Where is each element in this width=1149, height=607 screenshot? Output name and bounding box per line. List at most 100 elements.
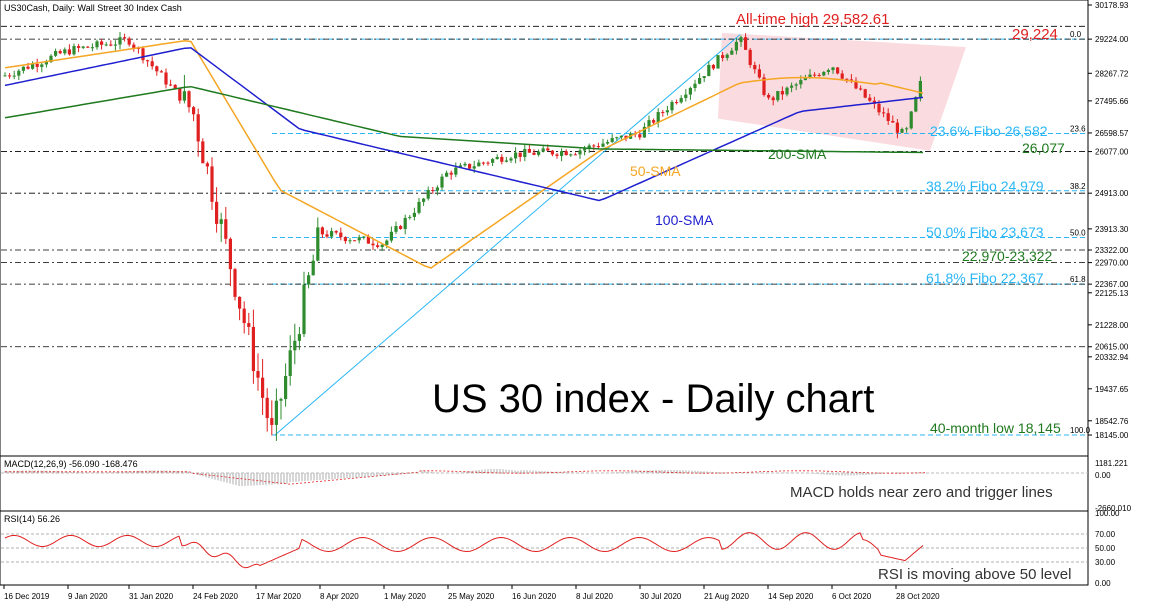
rsi-plot xyxy=(1,532,1088,569)
x-tick-label: 16 Jun 2020 xyxy=(512,592,557,601)
macd-y-tick-label: 1181.221 xyxy=(1095,459,1128,468)
y-tick-label: 24913.00 xyxy=(1095,189,1129,198)
candle-body xyxy=(647,120,651,127)
candle-body xyxy=(233,269,237,297)
x-tick-label: 1 May 2020 xyxy=(384,592,426,601)
candle-body xyxy=(541,148,545,152)
x-tick-label: 25 May 2020 xyxy=(448,592,495,601)
fibo-trendline xyxy=(274,34,741,436)
candle-body xyxy=(891,120,895,123)
candle-body xyxy=(132,44,136,48)
candle-body xyxy=(776,91,780,101)
candle-body xyxy=(702,76,706,78)
sma-100-line xyxy=(4,47,924,202)
candle-body xyxy=(353,240,357,242)
candle-body xyxy=(109,44,113,46)
candle-body xyxy=(491,159,495,163)
macd-annotation: MACD holds near zero and trigger lines xyxy=(790,484,1053,501)
annotation-label: 50.0% Fibo 23,673 xyxy=(926,224,1044,240)
candle-body xyxy=(403,217,407,229)
candle-body xyxy=(201,141,205,164)
candle-body xyxy=(320,227,324,235)
candle-body xyxy=(808,74,812,79)
candle-body xyxy=(615,137,619,139)
candle-body xyxy=(297,334,301,341)
rsi-y-tick-label: 100.00 xyxy=(1095,509,1120,518)
x-tick-label: 16 Dec 2019 xyxy=(4,592,50,601)
candle-body xyxy=(173,84,177,89)
y-tick-label: 26598.57 xyxy=(1095,129,1129,138)
y-tick-label: 28267.72 xyxy=(1095,69,1129,78)
candle-body xyxy=(435,187,439,191)
candle-body xyxy=(399,226,403,229)
bearish-channel xyxy=(718,32,966,151)
candle-body xyxy=(394,226,398,232)
sma-200-line xyxy=(4,85,924,154)
candle-body xyxy=(486,162,490,164)
rsi-y-tick-label: 70.00 xyxy=(1095,530,1116,539)
fibo-ratio-label: 50.0 xyxy=(1070,228,1086,237)
candle-body xyxy=(688,87,692,95)
candle-body xyxy=(454,167,458,175)
y-tick-label: 26077.00 xyxy=(1095,148,1129,157)
candle-body xyxy=(882,112,886,114)
candle-body xyxy=(905,128,909,130)
candle-body xyxy=(3,75,7,77)
y-tick-label: 22367.00 xyxy=(1095,280,1129,289)
candle-body xyxy=(698,77,702,84)
candle-body xyxy=(725,54,729,58)
candle-body xyxy=(799,80,803,85)
candle-body xyxy=(716,55,720,69)
candle-body xyxy=(417,201,421,213)
candle-body xyxy=(684,94,688,99)
candle-body xyxy=(624,135,628,139)
candle-body xyxy=(422,198,426,202)
candle-body xyxy=(40,64,44,67)
candle-body xyxy=(877,103,881,113)
x-tick-label: 24 Feb 2020 xyxy=(193,592,238,601)
candle-body xyxy=(445,172,449,177)
candle-body xyxy=(127,38,131,45)
candle-body xyxy=(67,49,71,55)
candle-body xyxy=(284,375,288,400)
candle-body xyxy=(21,66,25,71)
sma-50-line xyxy=(4,39,924,269)
candle-body xyxy=(509,158,513,161)
macd-y-tick-label: 0.00 xyxy=(1095,471,1111,480)
candle-body xyxy=(228,238,232,270)
candle-body xyxy=(900,129,904,133)
candle-body xyxy=(813,74,817,76)
candle-body xyxy=(495,156,499,160)
annotation-label: 40-month low 18,145 xyxy=(930,420,1061,436)
fibo-ratio-label: 61.8 xyxy=(1070,275,1086,284)
annotation-label: All-time high 29,582.61 xyxy=(736,11,889,28)
candle-body xyxy=(371,243,375,246)
candle-body xyxy=(550,150,554,155)
candle-body xyxy=(77,46,81,48)
candle-body xyxy=(886,113,890,121)
candle-body xyxy=(146,60,150,62)
x-tick-label: 17 Mar 2020 xyxy=(256,592,301,601)
series-label: 200-SMA xyxy=(768,146,827,162)
candle-body xyxy=(104,44,108,46)
candle-body xyxy=(8,75,12,77)
x-tick-label: 30 Jul 2020 xyxy=(640,592,682,601)
candle-body xyxy=(849,79,853,81)
candle-body xyxy=(274,400,278,425)
candle-body xyxy=(859,88,863,90)
candle-body xyxy=(118,37,122,45)
candle-body xyxy=(794,84,798,86)
fibo-ratio-label: 38.2 xyxy=(1070,182,1086,191)
candle-body xyxy=(679,98,683,103)
candle-body xyxy=(215,201,219,224)
rsi-y-tick-label: 0.00 xyxy=(1095,579,1111,588)
chart-title: US 30 index - Daily chart xyxy=(432,377,874,421)
y-tick-label: 23913.30 xyxy=(1095,225,1129,234)
candle-body xyxy=(366,236,370,244)
candle-body xyxy=(178,88,182,101)
y-tick-label: 27495.66 xyxy=(1095,97,1129,106)
candle-body xyxy=(744,37,748,50)
candle-body xyxy=(86,46,90,48)
candle-body xyxy=(500,156,504,162)
candle-body xyxy=(58,51,62,54)
